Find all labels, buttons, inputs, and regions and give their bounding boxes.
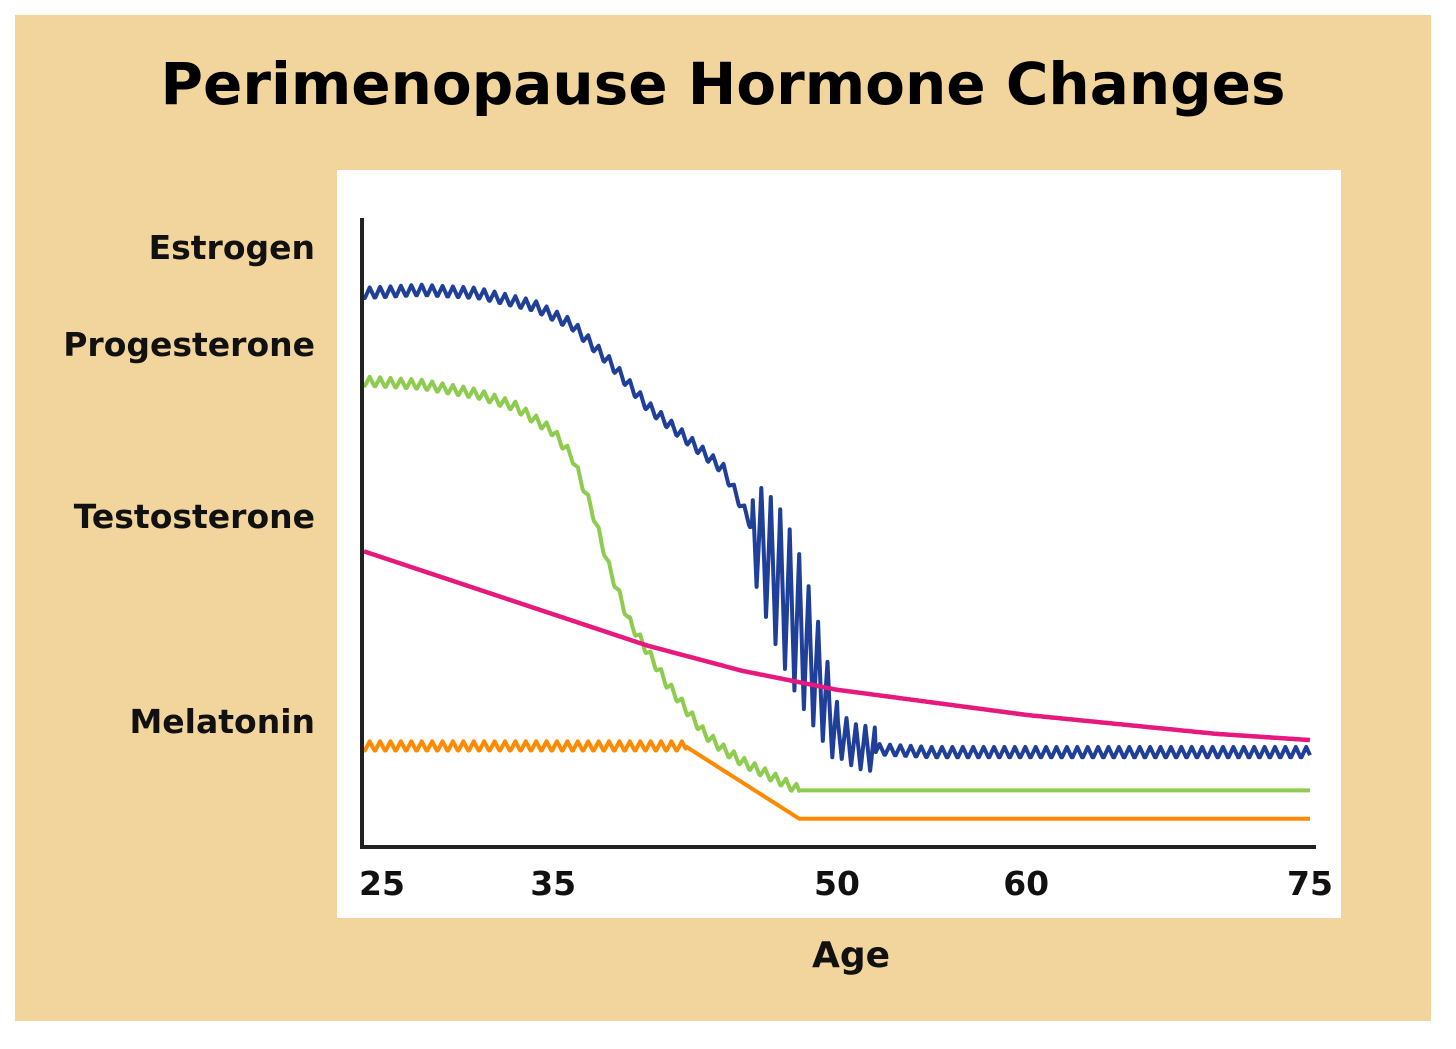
x-axis-label: Age [812,935,891,976]
series-line-estrogen [362,282,1312,773]
series-line-testosterone [362,549,1312,743]
x-tick-label-60: 60 [1003,864,1049,903]
legend-label-estrogen: Estrogen [148,228,315,267]
x-tick-label-35: 35 [530,864,576,903]
legend-label-progesterone: Progesterone [63,325,315,364]
x-tick-label-75: 75 [1287,864,1333,903]
x-tick-label-50: 50 [814,864,860,903]
legend-label-testosterone: Testosterone [73,497,315,536]
series-line-melatonin [362,739,1312,821]
series-layer [362,282,1312,821]
chart-title: Perimenopause Hormone Changes [160,50,1286,118]
series-line-progesterone [362,374,1312,793]
legend-label-melatonin: Melatonin [129,702,315,741]
x-tick-label-25: 25 [359,864,405,903]
x-tick-layer: 25 35 50 60 75 [359,864,1333,903]
